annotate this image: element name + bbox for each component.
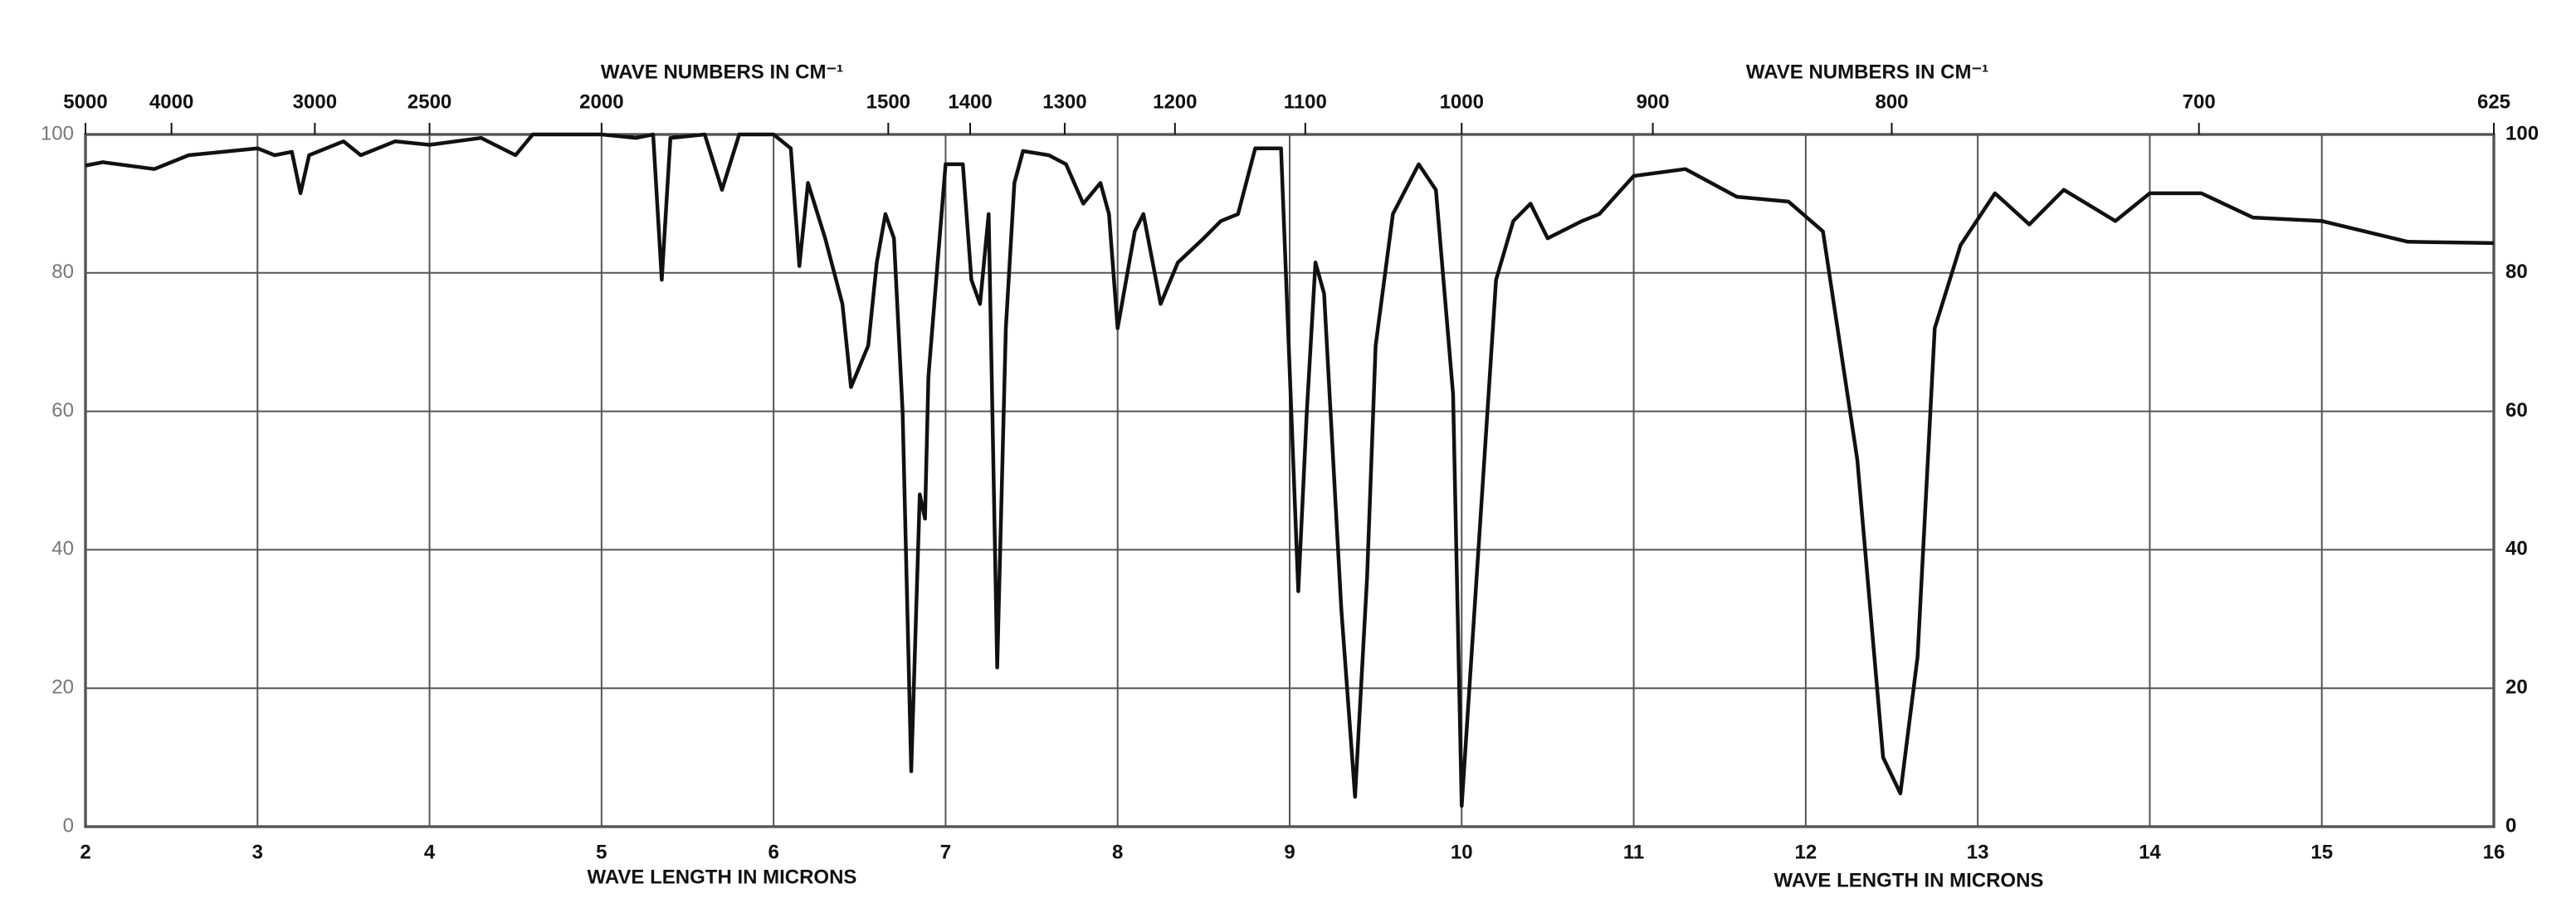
x-tick-label: 12 xyxy=(1795,841,1817,863)
y-tick-label: 0 xyxy=(63,814,74,837)
y-tick-label: 40 xyxy=(51,538,74,560)
y-tick-label-right: 0 xyxy=(2505,814,2516,837)
top-tick-label: 4000 xyxy=(149,90,193,113)
top-tick-label: 1500 xyxy=(866,90,910,113)
top-tick-label: 625 xyxy=(2477,90,2510,113)
x-tick-label: 5 xyxy=(596,841,607,863)
top-tick-label: 2000 xyxy=(579,90,623,113)
y-tick-label-right: 60 xyxy=(2505,399,2528,422)
y-tick-label-right: 100 xyxy=(2505,122,2539,144)
x-tick-label: 7 xyxy=(940,841,951,863)
top-tick-label: 5000 xyxy=(63,90,107,113)
y-tick-label: 20 xyxy=(51,676,74,699)
top-axis-title: WAVE NUMBERS IN CM⁻¹ xyxy=(601,61,843,83)
top-tick-label: 3000 xyxy=(293,90,337,113)
y-tick-label: 80 xyxy=(51,261,74,283)
y-tick-label: 100 xyxy=(41,122,74,144)
x-tick-label: 13 xyxy=(1967,841,1989,863)
top-tick-label: 1000 xyxy=(1440,90,1484,113)
x-tick-label: 14 xyxy=(2139,841,2161,863)
x-tick-label: 15 xyxy=(2310,841,2333,863)
top-tick-label: 1300 xyxy=(1042,90,1086,113)
top-tick-label: 2500 xyxy=(407,90,451,113)
x-tick-label: 11 xyxy=(1623,841,1644,863)
x-tick-label: 3 xyxy=(252,841,263,863)
x-tick-label: 9 xyxy=(1284,841,1295,863)
y-tick-label: 60 xyxy=(51,399,74,422)
x-tick-label: 2 xyxy=(80,841,90,863)
top-tick-label: 700 xyxy=(2183,90,2216,113)
x-axis-title: WAVE LENGTH IN MICRONS xyxy=(1774,869,2044,891)
top-tick-label: 1100 xyxy=(1284,90,1327,113)
top-tick-label: 900 xyxy=(1637,90,1670,113)
spectrum-line xyxy=(85,132,2495,808)
x-tick-label: 10 xyxy=(1451,841,1473,863)
x-tick-label: 8 xyxy=(1112,841,1123,863)
top-axis-title: WAVE NUMBERS IN CM⁻¹ xyxy=(1746,61,1988,83)
x-axis-title: WAVE LENGTH IN MICRONS xyxy=(588,866,857,888)
y-tick-label-right: 80 xyxy=(2505,261,2528,283)
top-tick-label: 1400 xyxy=(948,90,992,113)
top-tick-label: 800 xyxy=(1875,90,1908,113)
top-tick-label: 1200 xyxy=(1153,90,1197,113)
y-tick-label-right: 40 xyxy=(2505,538,2528,560)
x-tick-label: 6 xyxy=(768,841,778,863)
x-tick-label: 4 xyxy=(424,841,436,863)
y-tick-label-right: 20 xyxy=(2505,676,2528,699)
x-tick-label: 16 xyxy=(2483,841,2505,863)
